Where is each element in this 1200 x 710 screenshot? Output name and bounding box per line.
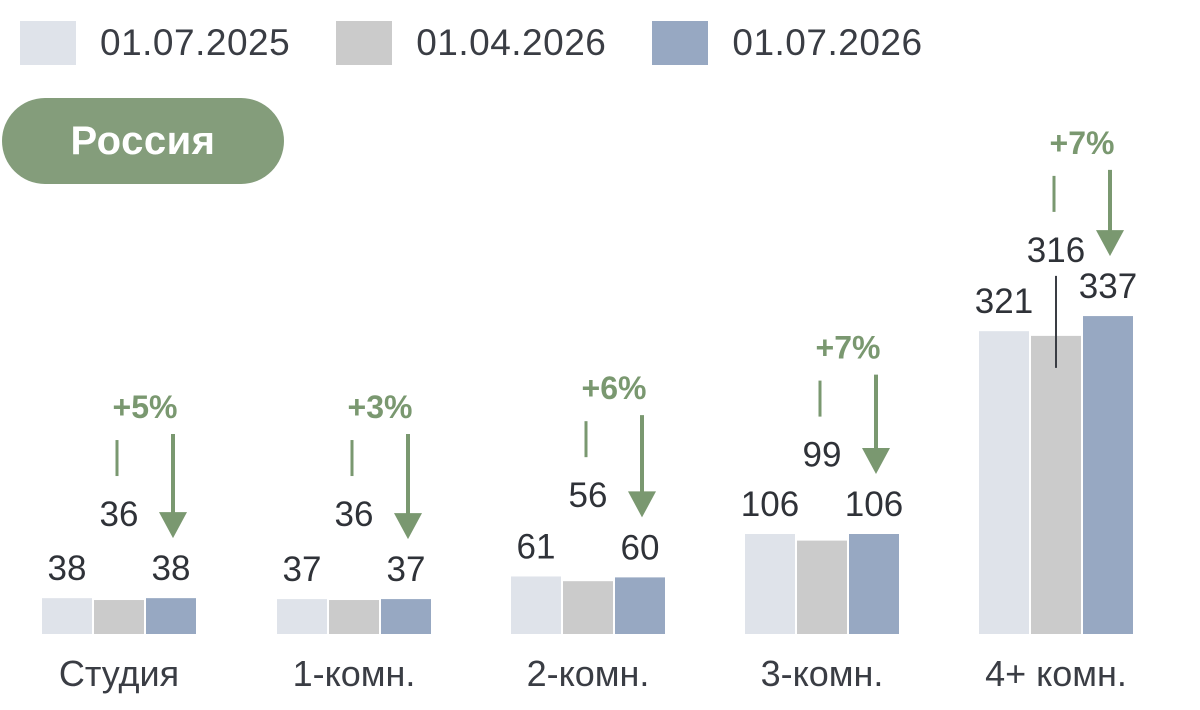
bar bbox=[1083, 316, 1133, 634]
data-label: 36 bbox=[335, 495, 374, 534]
arrow-down-icon bbox=[1096, 230, 1124, 257]
legend-label: 01.04.2026 bbox=[416, 22, 607, 63]
data-label: 99 bbox=[803, 436, 842, 475]
legend-item-2025-07: 01.07.2025 bbox=[20, 21, 290, 65]
change-label: +6% bbox=[582, 370, 647, 406]
bar bbox=[797, 540, 847, 634]
data-label: 316 bbox=[1027, 231, 1085, 270]
arrow-down-icon bbox=[628, 491, 656, 518]
legend-swatch bbox=[20, 21, 76, 65]
region-badge: Россия bbox=[2, 98, 284, 184]
category-label: 4+ комн. bbox=[985, 653, 1127, 694]
legend: 01.07.2025 01.04.2026 01.07.2026 bbox=[20, 18, 969, 68]
bar bbox=[381, 599, 431, 634]
bar bbox=[42, 598, 92, 634]
bar bbox=[849, 533, 899, 634]
bar bbox=[329, 600, 379, 634]
arrow-down-icon bbox=[862, 447, 890, 474]
data-label: 106 bbox=[845, 485, 903, 524]
legend-item-2026-04: 01.04.2026 bbox=[336, 21, 606, 65]
data-label: 321 bbox=[975, 282, 1033, 321]
data-label: 60 bbox=[621, 528, 660, 567]
bar bbox=[1031, 335, 1081, 634]
category-label: 1-комн. bbox=[293, 653, 416, 694]
category-label: 2-комн. bbox=[527, 653, 650, 694]
legend-item-2026-07: 01.07.2026 bbox=[652, 21, 922, 65]
change-label: +7% bbox=[816, 330, 881, 366]
bar bbox=[979, 331, 1029, 634]
bar bbox=[146, 598, 196, 634]
bar bbox=[277, 599, 327, 634]
bar bbox=[745, 533, 795, 634]
category-label: 3-комн. bbox=[761, 653, 884, 694]
change-label: +3% bbox=[348, 389, 413, 425]
bar bbox=[615, 577, 665, 634]
bar bbox=[511, 576, 561, 634]
data-label: 38 bbox=[152, 549, 191, 588]
data-label: 337 bbox=[1079, 267, 1137, 306]
data-label: 38 bbox=[48, 549, 87, 588]
bar bbox=[94, 600, 144, 634]
data-label: 37 bbox=[283, 550, 322, 589]
data-label: 37 bbox=[387, 550, 426, 589]
category-label: Студия bbox=[59, 653, 179, 694]
change-label: +7% bbox=[1050, 125, 1115, 161]
arrow-down-icon bbox=[159, 512, 187, 539]
data-label: 61 bbox=[517, 527, 556, 566]
arrow-down-icon bbox=[394, 513, 422, 540]
legend-label: 01.07.2026 bbox=[732, 22, 923, 63]
legend-swatch bbox=[652, 21, 709, 65]
data-label: 56 bbox=[569, 476, 608, 515]
data-label: 36 bbox=[100, 495, 139, 534]
legend-swatch bbox=[336, 21, 393, 65]
bar bbox=[563, 581, 613, 634]
change-label: +5% bbox=[113, 389, 178, 425]
data-label: 106 bbox=[741, 485, 799, 524]
legend-label: 01.07.2025 bbox=[100, 22, 291, 63]
